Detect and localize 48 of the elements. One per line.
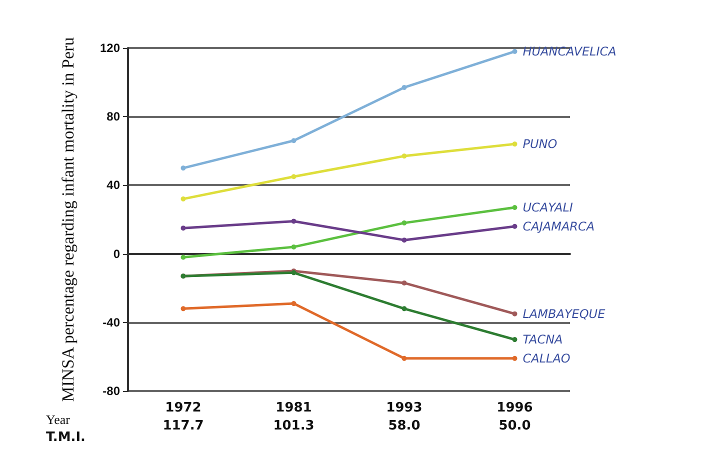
point [291, 301, 296, 306]
y-tick-label: -40 [102, 315, 120, 330]
point [402, 84, 407, 90]
point [180, 306, 186, 312]
x-tick-label: 1981 [276, 400, 312, 416]
point [291, 244, 296, 250]
series-label: CALLAO [522, 351, 570, 366]
point [180, 226, 186, 231]
point [402, 280, 407, 286]
y-tick-label: 120 [100, 41, 120, 55]
y-axis-title: MINSA percentage regarding infant mortality in Peru [58, 36, 78, 402]
point [291, 174, 296, 180]
point [512, 142, 518, 147]
point [402, 238, 407, 243]
point [180, 166, 186, 171]
series-label: HUANCAVELICA [522, 44, 616, 58]
point [512, 337, 518, 342]
text: T.M.I. [46, 430, 86, 445]
point [512, 48, 518, 54]
series-label: PUNO [522, 137, 558, 152]
series-label: UCAYALI [522, 200, 574, 214]
y-tick-label: 80 [106, 110, 120, 124]
y-tick-label: 40 [106, 178, 120, 192]
series-label: LAMBAYEQUE [522, 306, 606, 321]
text: 50.0 [498, 418, 531, 434]
point [512, 204, 518, 210]
x-tick-label: 1993 [386, 400, 422, 416]
text: 101.3 [273, 418, 314, 434]
y-tick-label: 0 [113, 246, 120, 261]
point [512, 224, 518, 229]
point [180, 254, 186, 260]
series-label: TACNA [522, 332, 563, 347]
text: 117.7 [162, 418, 204, 434]
point [402, 220, 407, 226]
point [512, 356, 518, 361]
point [512, 311, 518, 316]
y-tick-label: -80 [102, 384, 120, 398]
text: 58.0 [388, 418, 420, 434]
point [402, 356, 407, 361]
x-tick-label: 1996 [496, 400, 533, 416]
point [180, 196, 186, 202]
point [291, 138, 296, 144]
x-tick-label: 1972 [165, 400, 202, 416]
point [402, 306, 407, 312]
series-label: CAJAMARCA [522, 219, 595, 234]
point [291, 218, 296, 224]
text: Year [46, 412, 71, 427]
point [402, 154, 407, 159]
